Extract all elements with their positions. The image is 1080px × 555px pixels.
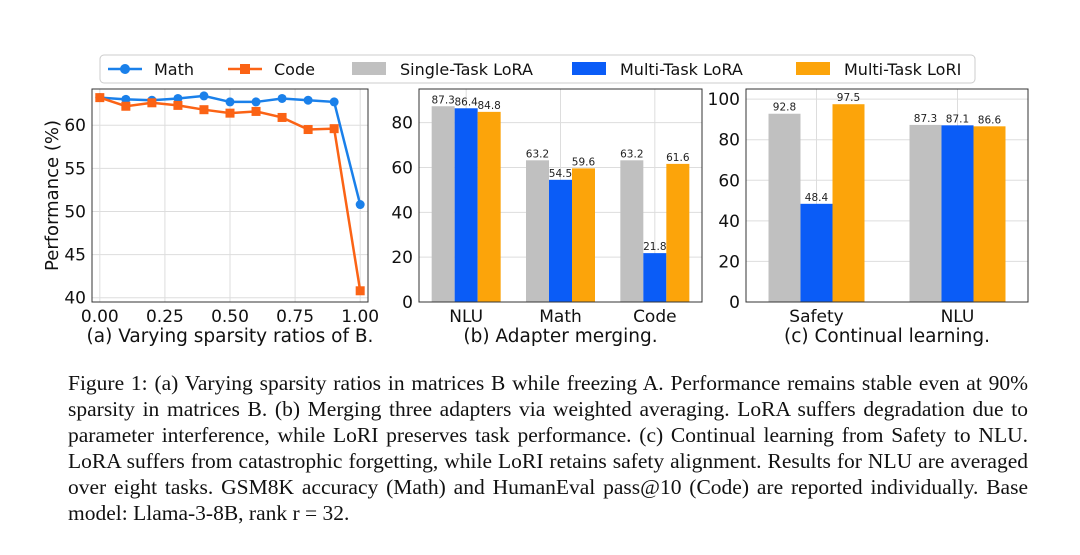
bar (768, 113, 801, 303)
x-tick-label: Safety (789, 307, 843, 327)
y-tick-label: 80 (718, 131, 740, 151)
bar-value-label: 59.6 (572, 156, 596, 168)
x-tick-label: 0.25 (146, 307, 184, 327)
x-tick-label: Code (633, 307, 677, 327)
bar (572, 168, 595, 302)
x-tick-label: 1.00 (341, 307, 379, 327)
data-point-math (121, 94, 131, 104)
y-tick-label: 60 (391, 158, 413, 178)
data-point-code (277, 112, 287, 122)
x-tick-label: 0.50 (211, 307, 249, 327)
y-tick-label: 45 (64, 246, 86, 266)
chart-panel-c: 0 20 40 60 80 100 92.8 48.4 97.5 Safety 87.3 87.1 86… (708, 88, 1029, 347)
bar-value-label: 87.3 (431, 94, 454, 106)
data-point-code (225, 108, 235, 118)
data-point-math (173, 93, 183, 103)
bar (477, 111, 501, 302)
legend-box (99, 54, 976, 84)
bar (431, 106, 455, 302)
bar (800, 203, 833, 302)
bar-value-label: 87.3 (914, 113, 937, 125)
legend-swatch (352, 62, 386, 75)
data-point-math (303, 95, 313, 105)
axes-frame (418, 88, 703, 303)
bar (454, 108, 478, 302)
x-tick-label: 0.75 (276, 307, 314, 327)
legend-label: Code (274, 60, 315, 79)
bar-value-label: 48.4 (805, 192, 829, 204)
bar-value-label: 61.6 (666, 152, 690, 164)
bar (832, 104, 865, 302)
figure: Math Code Single-Task LoRA Multi-Task LoRA M… (42, 54, 1029, 347)
bar-value-label: 21.8 (643, 241, 666, 253)
y-tick-label: 80 (391, 114, 413, 134)
legend-swatch (796, 62, 830, 75)
data-point-code (251, 106, 261, 116)
bar-value-label: 84.8 (477, 100, 500, 112)
bar-value-label: 92.8 (773, 102, 796, 114)
bar-value-label: 86.6 (978, 114, 1002, 126)
x-tick-label: NLU (449, 307, 483, 327)
data-point-code (95, 93, 105, 103)
y-tick-label: 0 (402, 293, 413, 313)
legend-marker-square (240, 64, 250, 74)
axes-frame (745, 88, 1029, 303)
subfigure-title: (b) Adapter merging. (463, 326, 657, 347)
y-tick-label: 20 (391, 248, 413, 268)
chart-panel-a: 40 45 50 55 60 0.00 0.25 0.50 0.75 1.00 Performanc… (42, 88, 379, 347)
legend-label: Single-Task LoRA (400, 60, 533, 79)
figure-caption: Figure 1: (a) Varying sparsity ratios in… (68, 371, 1028, 525)
bar-value-label: 63.2 (620, 148, 643, 160)
legend-label: Multi-Task LoRA (620, 60, 743, 79)
bar (909, 124, 942, 302)
data-point-code (173, 100, 183, 110)
axes-frame (91, 88, 369, 303)
legend-swatch (572, 62, 606, 75)
subfigure-title: (c) Continual learning. (784, 326, 990, 347)
x-tick-label: NLU (941, 307, 975, 327)
bar (526, 160, 549, 302)
data-point-code (329, 124, 339, 134)
x-tick-label: Math (539, 307, 582, 327)
x-tick-label: 0.00 (81, 307, 119, 327)
y-tick-label: 40 (64, 289, 86, 309)
data-point-math (251, 97, 261, 107)
y-tick-label: 55 (64, 159, 86, 179)
legend-marker-circle (120, 64, 130, 74)
bar (643, 253, 667, 302)
bar (666, 163, 690, 302)
bar (941, 125, 974, 302)
data-point-math (329, 97, 339, 107)
y-tick-label: 100 (708, 90, 740, 110)
y-tick-label: 0 (729, 293, 740, 313)
bar-value-label: 86.4 (454, 96, 478, 108)
bar-value-label: 63.2 (526, 148, 549, 160)
y-tick-label: 40 (718, 212, 740, 232)
data-point-code (355, 286, 365, 296)
data-point-code (303, 125, 313, 135)
bar-value-label: 54.5 (549, 168, 572, 180)
y-axis-label: Performance (%) (42, 120, 63, 271)
bar (549, 179, 572, 302)
data-point-math (355, 200, 365, 210)
data-point-math (199, 91, 209, 101)
legend-label: Math (154, 60, 194, 79)
data-point-code (147, 98, 157, 108)
bar (620, 160, 644, 302)
y-tick-label: 60 (64, 116, 86, 136)
data-point-code (199, 105, 209, 115)
bar (973, 126, 1006, 302)
subfigure-title: (a) Varying sparsity ratios of B. (87, 326, 374, 347)
bar-value-label: 87.1 (946, 113, 969, 125)
y-tick-label: 60 (718, 171, 740, 191)
bar-value-label: 97.5 (837, 92, 860, 104)
y-tick-label: 50 (64, 202, 86, 222)
data-point-math (225, 97, 235, 107)
data-point-math (277, 93, 287, 103)
y-tick-label: 40 (391, 203, 413, 223)
data-point-code (121, 101, 131, 111)
y-tick-label: 20 (718, 252, 740, 272)
legend-label: Multi-Task LoRI (844, 60, 961, 79)
